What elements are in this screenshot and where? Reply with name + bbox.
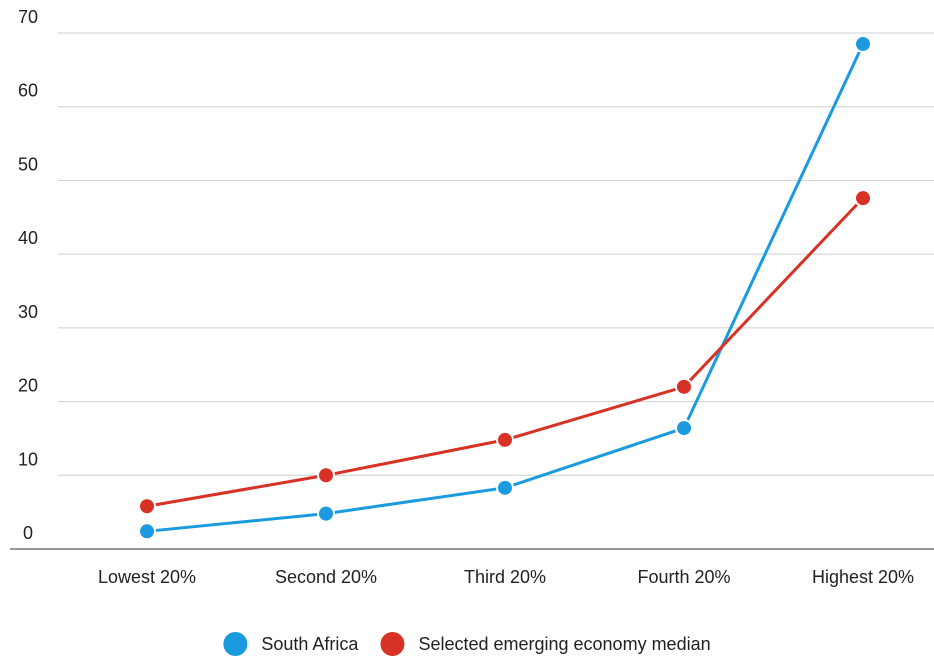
x-tick-label-highest-20: Highest 20%: [812, 567, 914, 587]
series-line-south-africa: [146, 43, 865, 533]
series-selected-emerging-economy-median: [138, 189, 872, 516]
x-axis-tick-labels: Lowest 20% Second 20% Third 20% Fourth 20% H…: [98, 567, 914, 587]
data-point-selected-emerging-economy-median-second-20: [317, 466, 335, 485]
data-point-south-africa-second-20: [317, 504, 335, 523]
x-tick-label-second-20: Second 20%: [275, 567, 377, 587]
legend-item-selected-emerging-economy-median: Selected emerging economy median: [380, 632, 711, 656]
y-axis-tick-labels: 0 10 20 30 40 50 60 70: [18, 7, 38, 543]
data-point-south-africa-highest-20: [854, 35, 872, 54]
series: [138, 35, 872, 541]
x-tick-label-third-20: Third 20%: [464, 567, 546, 587]
data-point-selected-emerging-economy-median-third-20: [496, 430, 514, 449]
gridlines: [10, 32, 934, 550]
data-point-south-africa-lowest-20: [138, 522, 156, 541]
legend-swatch-south-africa: [223, 632, 248, 656]
y-tick-label-20: 20: [18, 376, 38, 396]
y-tick-label-70: 70: [18, 7, 38, 27]
data-point-selected-emerging-economy-median-lowest-20: [138, 497, 156, 516]
data-point-south-africa-fourth-20: [675, 419, 693, 438]
y-tick-label-10: 10: [18, 449, 38, 469]
x-tick-label-fourth-20: Fourth 20%: [637, 567, 730, 587]
y-tick-label-60: 60: [18, 81, 38, 101]
legend-swatch-selected-emerging-economy-median: [380, 632, 405, 656]
series-line-selected-emerging-economy-median: [146, 197, 865, 508]
data-point-selected-emerging-economy-median-fourth-20: [675, 377, 693, 396]
data-point-selected-emerging-economy-median-highest-20: [854, 189, 872, 208]
series-south-africa: [138, 35, 872, 541]
y-tick-label-30: 30: [18, 302, 38, 322]
legend-item-south-africa: South Africa: [223, 632, 359, 656]
data-point-south-africa-third-20: [496, 478, 514, 497]
x-tick-label-lowest-20: Lowest 20%: [98, 567, 196, 587]
y-tick-label-0: 0: [23, 523, 33, 543]
y-tick-label-50: 50: [18, 154, 38, 174]
legend-label-south-africa: South Africa: [261, 634, 359, 654]
legend-label-selected-emerging-economy-median: Selected emerging economy median: [418, 634, 710, 654]
y-tick-label-40: 40: [18, 228, 38, 248]
legend: South Africa Selected emerging economy me…: [223, 632, 711, 656]
